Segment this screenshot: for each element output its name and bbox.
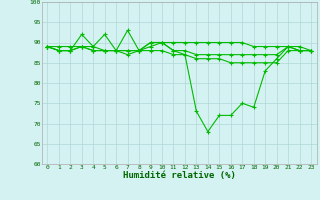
X-axis label: Humidité relative (%): Humidité relative (%) [123,171,236,180]
